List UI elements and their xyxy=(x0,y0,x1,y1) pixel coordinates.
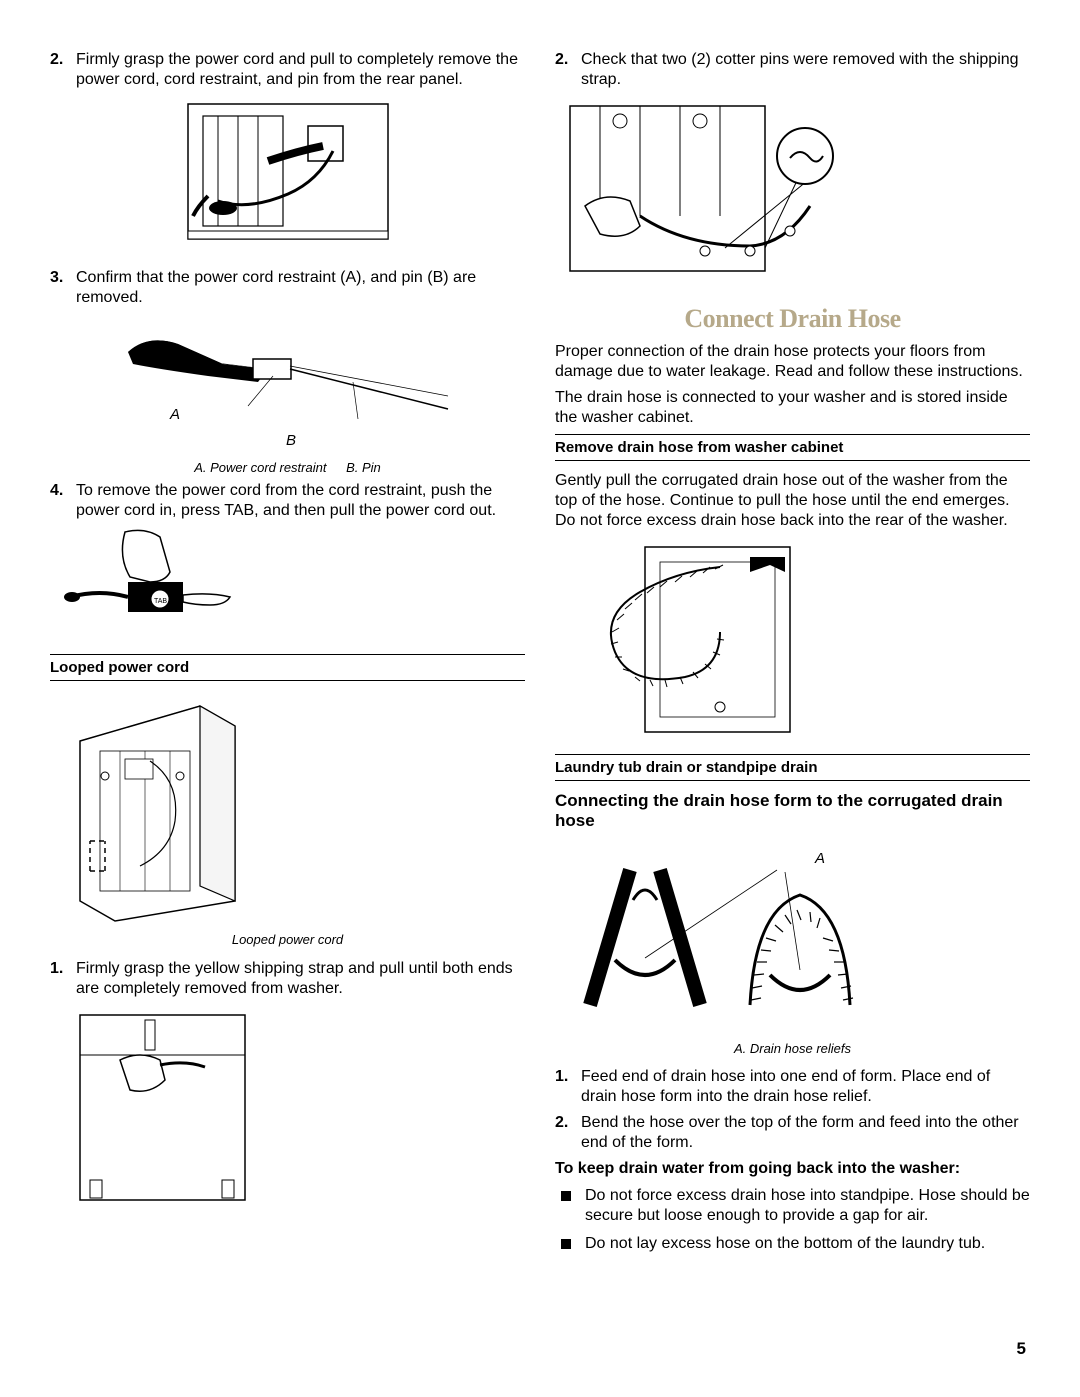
step-text: Feed end of drain hose into one end of f… xyxy=(581,1067,1030,1107)
paragraph: The drain hose is connected to your wash… xyxy=(555,388,1030,428)
right-column: 2. Check that two (2) cotter pins were r… xyxy=(555,50,1030,1262)
figure-drain-hose-cabinet xyxy=(555,537,1030,742)
caption-b: B. Pin xyxy=(346,460,381,475)
left-column: 2. Firmly grasp the power cord and pull … xyxy=(50,50,525,1262)
looped-cord-illustration xyxy=(50,691,260,926)
drain-hose-cabinet-illustration xyxy=(575,537,805,742)
divider xyxy=(555,754,1030,755)
step-text: Firmly grasp the yellow shipping strap a… xyxy=(76,959,525,999)
caption-a: A. Power cord restraint xyxy=(194,460,326,475)
left-step-list-a: 2. Firmly grasp the power cord and pull … xyxy=(50,50,525,90)
looped-caption: Looped power cord xyxy=(50,932,525,947)
drain-hose-form-illustration xyxy=(555,840,885,1035)
remove-header: Remove drain hose from washer cabinet xyxy=(555,439,1030,456)
step-number: 2. xyxy=(555,1113,581,1153)
cord-tab-illustration: TAB xyxy=(50,527,240,642)
step-text: Check that two (2) cotter pins were remo… xyxy=(581,50,1030,90)
bullet-list: Do not force excess drain hose into stan… xyxy=(555,1186,1030,1254)
connect-heading: Connecting the drain hose form to the co… xyxy=(555,791,1030,832)
two-column-layout: 2. Firmly grasp the power cord and pull … xyxy=(50,50,1030,1262)
divider xyxy=(50,654,525,655)
label-b: B xyxy=(286,432,296,449)
bullet-text: Do not lay excess hose on the bottom of … xyxy=(585,1234,1030,1254)
divider xyxy=(50,680,525,681)
shipping-strap-illustration xyxy=(50,1005,275,1210)
square-bullet-icon xyxy=(561,1191,571,1201)
step-text: Confirm that the power cord restraint (A… xyxy=(76,268,525,308)
power-cord-pull-illustration xyxy=(158,96,418,251)
step-item: 3. Confirm that the power cord restraint… xyxy=(50,268,525,308)
step-item: 1. Firmly grasp the yellow shipping stra… xyxy=(50,959,525,999)
figure-cord-tab: TAB xyxy=(50,527,525,642)
step-number: 2. xyxy=(555,50,581,90)
step-item: 4. To remove the power cord from the cor… xyxy=(50,481,525,521)
figure-cotter-pins xyxy=(555,96,1030,286)
label-a: A xyxy=(170,406,180,423)
step-number: 3. xyxy=(50,268,76,308)
bullet-item: Do not force excess drain hose into stan… xyxy=(555,1186,1030,1226)
step-item: 2. Firmly grasp the power cord and pull … xyxy=(50,50,525,90)
label-a-right: A xyxy=(815,850,825,867)
bullet-text: Do not force excess drain hose into stan… xyxy=(585,1186,1030,1226)
left-step-4: 4. To remove the power cord from the cor… xyxy=(50,481,525,521)
divider xyxy=(555,434,1030,435)
left-step-list-b: 1. Firmly grasp the yellow shipping stra… xyxy=(50,959,525,999)
square-bullet-icon xyxy=(561,1239,571,1249)
paragraph: Proper connection of the drain hose prot… xyxy=(555,342,1030,382)
step-item: 2. Check that two (2) cotter pins were r… xyxy=(555,50,1030,90)
divider xyxy=(555,780,1030,781)
step-text: Bend the hose over the top of the form a… xyxy=(581,1113,1030,1153)
bullet-item: Do not lay excess hose on the bottom of … xyxy=(555,1234,1030,1254)
step-number: 1. xyxy=(50,959,76,999)
left-step-3: 3. Confirm that the power cord restraint… xyxy=(50,268,525,308)
caption-reliefs: A. Drain hose reliefs xyxy=(555,1041,1030,1056)
cotter-pins-illustration xyxy=(555,96,845,286)
paragraph: Gently pull the corrugated drain hose ou… xyxy=(555,471,1030,531)
right-step-list-c: 1. Feed end of drain hose into one end o… xyxy=(555,1067,1030,1153)
tub-header: Laundry tub drain or standpipe drain xyxy=(555,759,1030,776)
figure-drain-hose-form: A A. Drain hose reliefs xyxy=(555,840,1030,1055)
divider xyxy=(555,460,1030,461)
figure-restraint-pin: A B A. Power cord restraint B. Pin xyxy=(50,314,525,469)
step-number: 2. xyxy=(50,50,76,90)
caption-restraint: A. Power cord restraint B. Pin xyxy=(50,460,525,475)
figure-shipping-strap xyxy=(50,1005,525,1210)
looped-header: Looped power cord xyxy=(50,659,525,676)
step-number: 1. xyxy=(555,1067,581,1107)
right-step-top: 2. Check that two (2) cotter pins were r… xyxy=(555,50,1030,90)
step-item: 2. Bend the hose over the top of the for… xyxy=(555,1113,1030,1153)
step-text: Firmly grasp the power cord and pull to … xyxy=(76,50,525,90)
figure-power-cord-pull xyxy=(50,96,525,256)
step-text: To remove the power cord from the cord r… xyxy=(76,481,525,521)
step-item: 1. Feed end of drain hose into one end o… xyxy=(555,1067,1030,1107)
section-title: Connect Drain Hose xyxy=(555,304,1030,334)
page-number: 5 xyxy=(1017,1339,1026,1359)
figure-looped-cord: Looped power cord xyxy=(50,691,525,947)
keep-heading: To keep drain water from going back into… xyxy=(555,1159,1030,1178)
step-number: 4. xyxy=(50,481,76,521)
svg-text:TAB: TAB xyxy=(154,598,167,605)
